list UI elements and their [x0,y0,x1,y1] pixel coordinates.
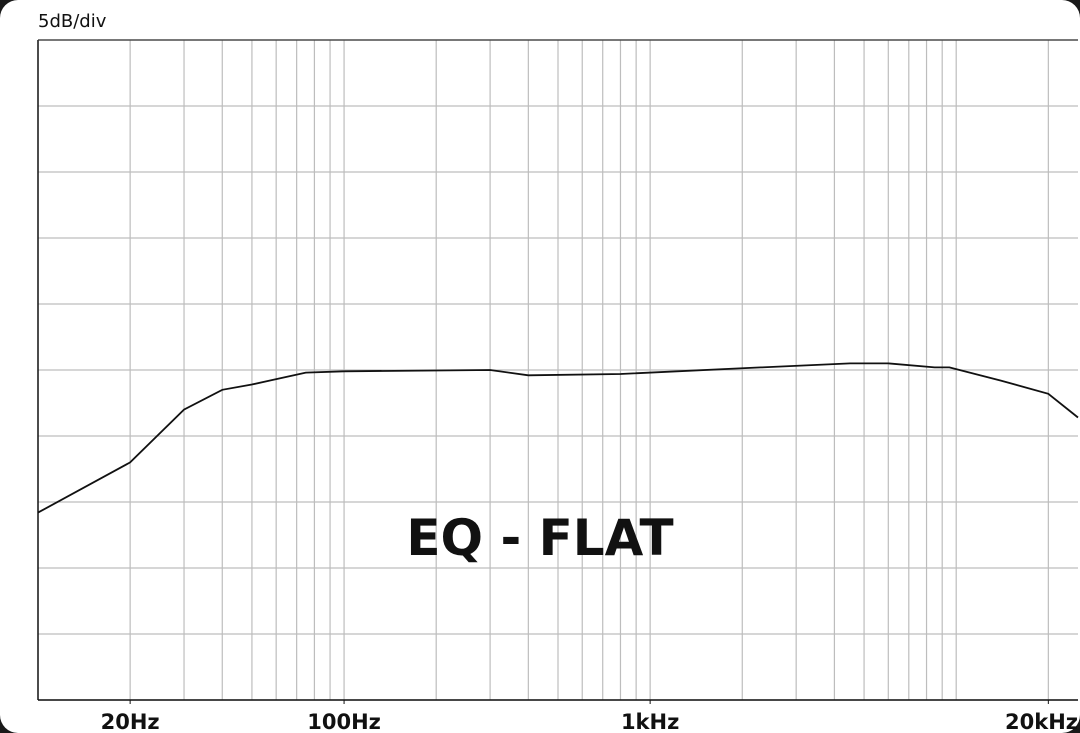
response-line [37,362,1079,514]
scale-label: 5dB/div [38,11,107,32]
grid [37,39,1078,704]
marks [37,362,1079,514]
x-tick-label: 20Hz [101,710,160,733]
x-tick-label: 100Hz [307,710,381,733]
annotation: EQ - FLAT [406,509,673,567]
x-tick-label: 20kHz [1005,710,1078,733]
x-tick-label: 1kHz [621,710,679,733]
